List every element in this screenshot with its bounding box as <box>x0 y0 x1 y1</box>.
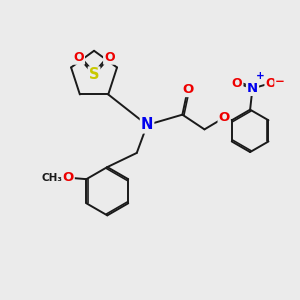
Text: CH₃: CH₃ <box>41 173 62 183</box>
Text: O: O <box>266 77 276 90</box>
Text: N: N <box>247 82 258 95</box>
Text: −: − <box>275 75 285 88</box>
Text: O: O <box>74 51 84 64</box>
Text: +: + <box>256 71 265 81</box>
Text: O: O <box>232 77 242 90</box>
Text: O: O <box>104 51 115 64</box>
Text: O: O <box>219 111 230 124</box>
Text: O: O <box>182 83 193 96</box>
Text: N: N <box>141 118 153 133</box>
Text: S: S <box>89 68 99 82</box>
Text: O: O <box>62 171 74 184</box>
